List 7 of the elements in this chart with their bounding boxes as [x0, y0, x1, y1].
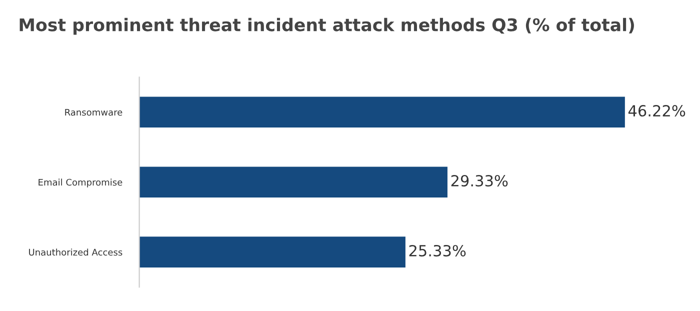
y-tick-label: Unauthorized Access — [29, 248, 122, 256]
data-label: 25.33% — [409, 244, 466, 256]
data-label: 46.22% — [628, 104, 686, 117]
data-label: 29.33% — [451, 174, 508, 187]
chart-title: Most prominent threat incident attack methods Q3 (% of total) — [20, 18, 634, 35]
y-tick-label: Email Compromise — [38, 178, 122, 188]
y-tick-label: Ransomware — [65, 108, 122, 116]
